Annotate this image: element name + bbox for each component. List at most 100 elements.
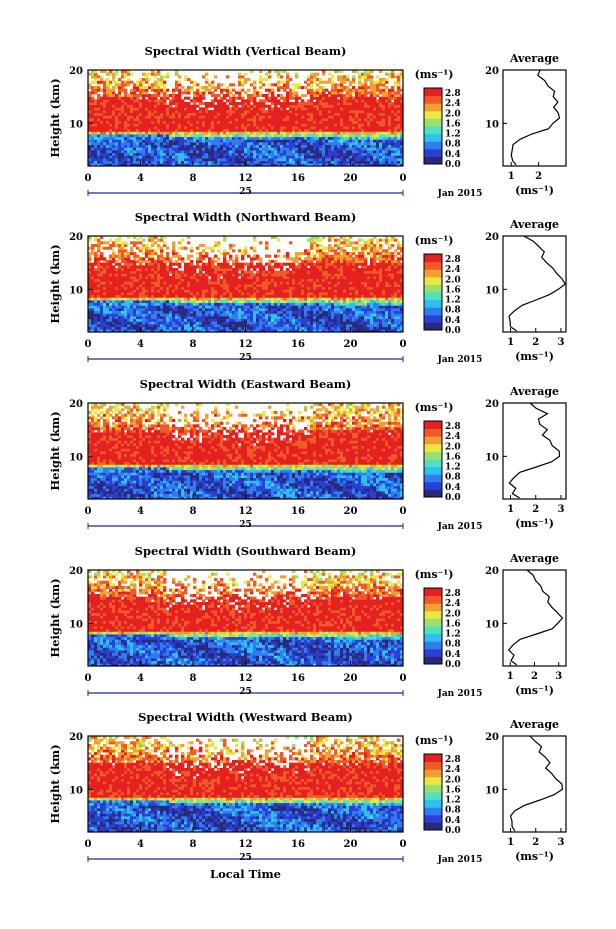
- heatmap-cell: [124, 155, 128, 159]
- heatmap-cell: [262, 313, 266, 317]
- heatmap-cell: [229, 289, 233, 293]
- heatmap-cell: [88, 300, 92, 304]
- heatmap-cell: [277, 88, 281, 92]
- heatmap-cell: [241, 112, 245, 116]
- heatmap-cell: [118, 158, 122, 162]
- heatmap-cell: [373, 104, 377, 108]
- heatmap-cell: [334, 321, 338, 325]
- heatmap-cell: [151, 118, 155, 122]
- heatmap-cell: [259, 123, 263, 127]
- heatmap-cell: [88, 316, 92, 320]
- heatmap-cell: [364, 294, 368, 298]
- heatmap-cell: [91, 326, 95, 330]
- heatmap-cell: [91, 152, 95, 156]
- heatmap-cell: [199, 134, 203, 138]
- heatmap-cell: [367, 96, 371, 100]
- heatmap-cell: [265, 131, 269, 135]
- heatmap-cell: [337, 302, 341, 306]
- colorbar-swatch: [424, 148, 442, 157]
- heatmap-cell: [322, 316, 326, 320]
- y-axis-label: Height (km): [48, 78, 62, 157]
- heatmap-cell: [361, 326, 365, 330]
- heatmap-cell: [112, 144, 116, 148]
- heatmap-cell: [259, 104, 263, 108]
- heatmap-cell: [388, 294, 392, 298]
- heatmap-cell: [391, 94, 395, 98]
- heatmap-cell: [112, 78, 116, 82]
- heatmap-cell: [223, 139, 227, 143]
- heatmap-cell: [388, 152, 392, 156]
- heatmap-cell: [136, 88, 140, 92]
- heatmap-cell: [286, 316, 290, 320]
- heatmap-cell: [118, 136, 122, 140]
- heatmap-cell: [352, 160, 356, 164]
- heatmap-cell: [163, 107, 167, 111]
- heatmap-cell: [283, 318, 287, 322]
- heatmap-cell: [205, 136, 209, 140]
- heatmap-cell: [304, 102, 308, 106]
- heatmap-cell: [271, 313, 275, 317]
- heatmap-cell: [163, 155, 167, 159]
- heatmap-cell: [184, 316, 188, 320]
- heatmap-cell: [148, 300, 152, 304]
- heatmap-cell: [94, 163, 98, 167]
- heatmap-cell: [316, 313, 320, 317]
- heatmap-cell: [310, 91, 314, 95]
- heatmap-cell: [133, 144, 137, 148]
- heatmap-cell: [331, 83, 335, 87]
- heatmap-cell: [304, 321, 308, 325]
- heatmap-cell: [205, 142, 209, 146]
- heatmap-cell: [250, 118, 254, 122]
- heatmap-cell: [319, 131, 323, 135]
- heatmap-cell: [280, 305, 284, 309]
- heatmap-cell: [160, 310, 164, 314]
- heatmap-cell: [376, 300, 380, 304]
- heatmap-cell: [178, 75, 182, 79]
- heatmap-cell: [130, 94, 134, 98]
- heatmap-cell: [373, 110, 377, 114]
- heatmap-cell: [235, 321, 239, 325]
- heatmap-cell: [364, 72, 368, 76]
- heatmap-cell: [205, 115, 209, 119]
- heatmap-cell: [256, 318, 260, 322]
- heatmap-cell: [331, 118, 335, 122]
- heatmap-cell: [97, 316, 101, 320]
- heatmap-cell: [148, 131, 152, 135]
- heatmap-cell: [196, 326, 200, 330]
- heatmap-cell: [370, 96, 374, 100]
- x-tick-label: 16: [291, 173, 305, 184]
- heatmap-cell: [211, 152, 215, 156]
- heatmap-cell: [295, 305, 299, 309]
- heatmap-cell: [157, 300, 161, 304]
- heatmap-cell: [373, 292, 377, 296]
- heatmap-cell: [115, 139, 119, 143]
- heatmap-cell: [325, 300, 329, 304]
- heatmap-cell: [364, 329, 368, 333]
- heatmap-cell: [370, 94, 374, 98]
- heatmap-cell: [205, 72, 209, 76]
- heatmap-cell: [130, 123, 134, 127]
- heatmap-cell: [121, 324, 125, 328]
- heatmap-cell: [139, 289, 143, 293]
- heatmap-cell: [265, 297, 269, 301]
- heatmap-cell: [313, 107, 317, 111]
- heatmap-cell: [130, 318, 134, 322]
- heatmap-cell: [211, 313, 215, 317]
- heatmap-cell: [340, 308, 344, 312]
- heatmap-cell: [247, 329, 251, 333]
- heatmap-cell: [355, 292, 359, 296]
- heatmap-cell: [244, 78, 248, 82]
- heatmap-cell: [109, 286, 113, 290]
- heatmap-cell: [334, 302, 338, 306]
- heatmap-cell: [169, 136, 173, 140]
- heatmap-cell: [127, 150, 131, 154]
- heatmap-cell: [343, 326, 347, 330]
- heatmap-cell: [160, 313, 164, 317]
- heatmap-cell: [352, 326, 356, 330]
- heatmap-cell: [157, 136, 161, 140]
- heatmap-cell: [109, 120, 113, 124]
- heatmap-cell: [340, 110, 344, 114]
- heatmap-cell: [202, 158, 206, 162]
- heatmap-cell: [187, 110, 191, 114]
- heatmap-cell: [97, 136, 101, 140]
